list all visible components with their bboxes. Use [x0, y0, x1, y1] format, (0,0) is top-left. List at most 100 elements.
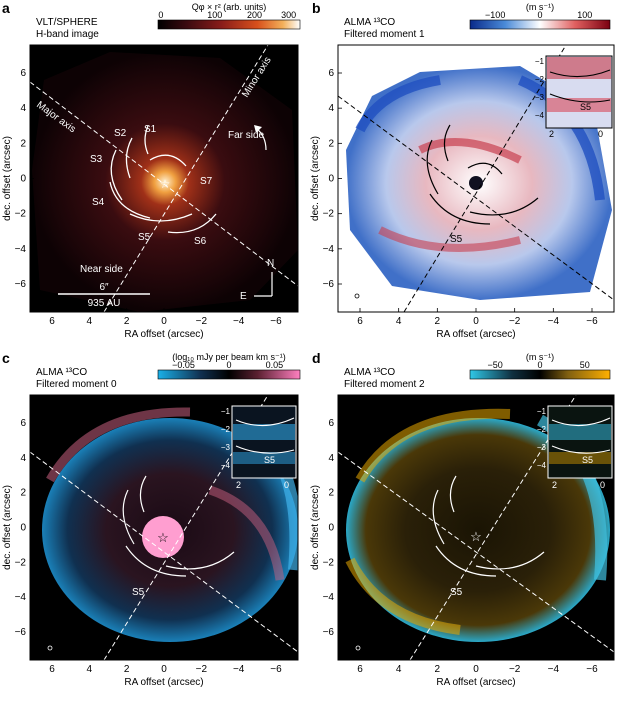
panel-a-xtick-label: 2 [124, 316, 130, 327]
panel-a-ytick-label: −2 [15, 209, 27, 220]
panel-b-red-arc-2 [378, 226, 521, 252]
spiral-label-s1: S1 [144, 124, 157, 135]
panel-a-ytick-label: −6 [15, 279, 27, 290]
panel-c-colorbar-tick: 0.05 [266, 360, 284, 370]
panel-d-xlabel: RA offset (arcsec) [436, 677, 515, 688]
panel-d-inset-ytick-3: −4 [537, 461, 547, 470]
panel-b-center [469, 176, 483, 190]
panel-b: S5 S5 2 0 −1 −2 −3 −4 [337, 44, 615, 313]
panel-a-ytick-label: 6 [20, 68, 26, 79]
panel-b-inset-ytick-0: −1 [535, 57, 545, 66]
panel-a-colorbar [157, 19, 301, 30]
panel-b-major-axis-line [338, 95, 614, 301]
compass-n-label: N [267, 258, 274, 269]
panel-c-inset-band2 [233, 452, 295, 464]
panel-d-inset-xtick-1: 0 [600, 480, 605, 490]
panel-b-ytick-label: 4 [328, 103, 334, 114]
panel-b-inset-s5: S5 [580, 102, 591, 112]
panel-c-letter: c [2, 350, 10, 366]
panel-b-letter: b [312, 0, 321, 16]
panel-c-s5-label: S5 [132, 587, 145, 598]
panel-c-xtick-label: 6 [49, 664, 55, 675]
panel-d-inset-xtick-0: 2 [552, 480, 557, 490]
panel-d-colorbar-label: (m s⁻¹) [526, 352, 554, 362]
panel-c-inset-ytick-1: −2 [221, 425, 231, 434]
panel-b-inset-xtick-0: 2 [549, 129, 554, 139]
panel-d-inset-ytick-2: −3 [537, 443, 547, 452]
panel-c-inset-band1 [233, 424, 295, 440]
panel-d-xtick-label: 6 [357, 664, 363, 675]
panel-d-letter: d [312, 350, 321, 366]
panel-d-xtick-label: 4 [396, 664, 402, 675]
panel-d: ☆ S5 S5 2 0 −1 −2 −3 −4 [337, 394, 615, 661]
panel-b-colorbar-tick: 0 [537, 10, 542, 20]
panel-d-inset-s5: S5 [582, 455, 593, 465]
panel-b-colorbar-label: (m s⁻¹) [526, 2, 554, 12]
panel-d-title-line1: ALMA ¹³CO [344, 367, 395, 378]
panel-b-ytick-label: −6 [323, 279, 335, 290]
panel-d-inset-trace2 [551, 445, 611, 454]
panel-a-colorbar-tick: 200 [247, 10, 262, 20]
panel-d-disk [346, 418, 610, 642]
panel-b-inset: S5 2 0 −1 −2 −3 −4 [535, 55, 613, 139]
beam-icon [355, 645, 361, 651]
panel-a-colorbar-tick: 100 [207, 10, 222, 20]
panel-b-xtick-label: 0 [473, 316, 479, 327]
panel-a-ytick-label: 0 [20, 174, 26, 185]
panel-a-title-line1: VLT/SPHERE [36, 17, 98, 28]
panel-b-inset-band1 [547, 57, 611, 79]
panel-d-inset-trace1 [551, 417, 611, 427]
panel-b-inset-trace1 [549, 69, 611, 78]
panel-d-inset-band2 [549, 452, 611, 464]
star-icon: ☆ [157, 530, 169, 545]
panel-b-xlabel: RA offset (arcsec) [436, 329, 515, 340]
panel-d-colorbar [469, 369, 611, 380]
panel-d-inset-ytick-1: −2 [537, 425, 547, 434]
panel-b-inset-trace2 [549, 93, 611, 103]
panel-c-pink-arc-2 [208, 485, 285, 581]
panel-a: ☆ Major axis Minor axis Far side Near si… [29, 44, 299, 313]
panel-a-ytick-label: −4 [15, 244, 27, 255]
star-icon: ☆ [470, 529, 482, 544]
panel-b-minor-axis-line [403, 45, 567, 312]
panel-b-ytick-label: 0 [328, 174, 334, 185]
panel-a-major-axis-line [30, 81, 298, 287]
panel-b-inset-xtick-1: 0 [598, 129, 603, 139]
panel-c-inset-trace2 [235, 445, 295, 454]
panel-d-xtick-label: −2 [509, 664, 521, 675]
panel-c-xtick-label: 2 [124, 664, 130, 675]
panel-d-xtick-label: −4 [548, 664, 560, 675]
panel-c-inset-s5: S5 [264, 455, 275, 465]
panel-d-spiral-traces [432, 475, 545, 577]
panel-b-title-line1: ALMA ¹³CO [344, 17, 395, 28]
spiral-label-s7: S7 [200, 176, 213, 187]
panel-d-inset-ytick-0: −1 [537, 407, 547, 416]
panel-d-ytick-label: −4 [323, 592, 335, 603]
panel-a-xtick-label: 4 [87, 316, 93, 327]
panel-b-ytick-label: 6 [328, 68, 334, 79]
panel-a-ytick-label: 4 [20, 103, 26, 114]
panel-b-ytick-label: −2 [323, 209, 335, 220]
spiral-label-s2: S2 [114, 128, 127, 139]
panel-c-xtick-label: −6 [270, 664, 282, 675]
panel-d-xtick-label: 2 [435, 664, 441, 675]
far-side-label: Far side [228, 130, 265, 141]
panel-b-ytick-label: −4 [323, 244, 335, 255]
panel-a-ylabel: dec. offset (arcsec) [2, 136, 13, 221]
near-side-label: Near side [80, 264, 123, 275]
panel-c-ylabel: dec. offset (arcsec) [2, 485, 13, 570]
panel-a-xtick-label: −2 [196, 316, 208, 327]
panel-b-s5-label: S5 [450, 234, 463, 245]
panel-c-ytick-label: 0 [20, 523, 26, 534]
panel-c-spiral-traces [122, 475, 235, 577]
panel-b-ytick-label: 2 [328, 138, 334, 149]
panel-c-colorbar-label: (log₁₀ mJy per beam km s⁻¹) [172, 352, 286, 362]
panel-d-ytick-label: 2 [328, 488, 334, 499]
spiral-label-s3: S3 [90, 154, 103, 165]
panel-d-colorbar-tick: 0 [537, 360, 542, 370]
spiral-label-s6: S6 [194, 236, 207, 247]
panel-b-xtick-label: −4 [548, 316, 560, 327]
panel-c: ☆ S5 S5 2 0 −1 −2 −3 −4 [29, 394, 299, 661]
spiral-label-s4: S4 [92, 197, 105, 208]
